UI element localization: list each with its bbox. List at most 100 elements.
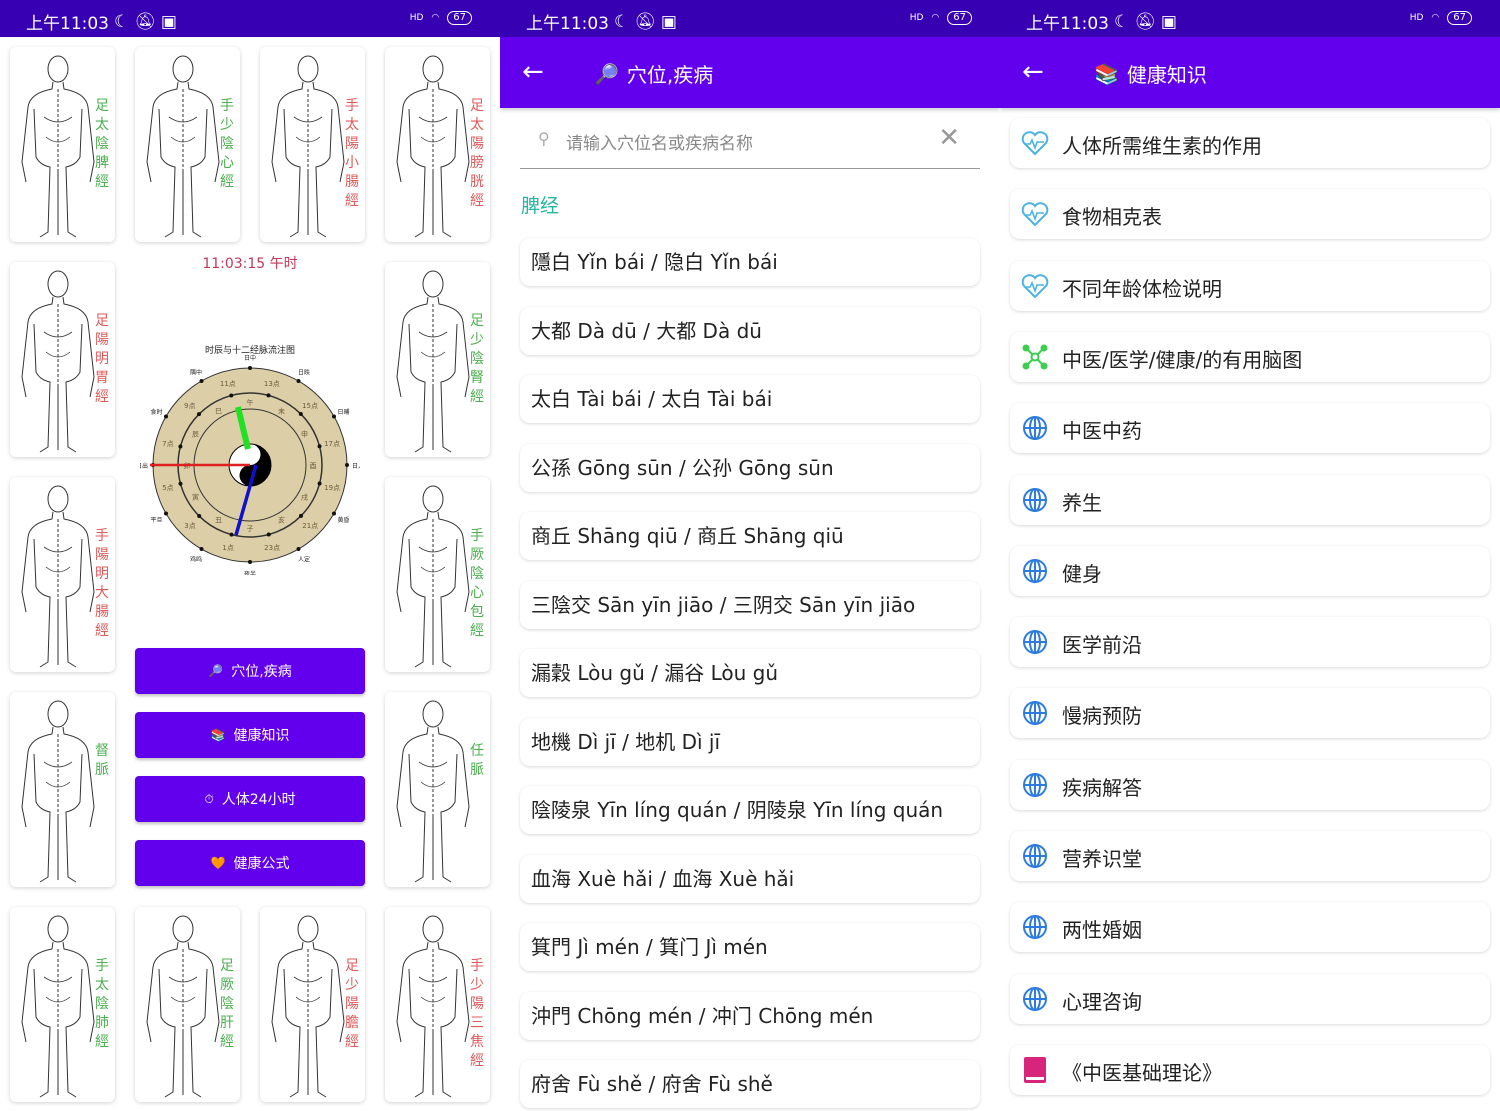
meridian-card[interactable]: 任脈 xyxy=(385,692,490,887)
knowledge-list-item[interactable]: 人体所需维生素的作用 xyxy=(1010,118,1490,168)
book-icon xyxy=(1020,1056,1050,1084)
clock-outer-label: 夜半 xyxy=(244,570,256,575)
clock-hour-label: 5点 xyxy=(162,484,173,492)
wifi-icon: ◠ xyxy=(431,13,440,23)
current-time: 11:03:15 午时 xyxy=(202,256,298,272)
meridian-label: 手少陽三焦經 xyxy=(470,958,484,1069)
meridian-card[interactable]: 手少陰心經 xyxy=(135,47,240,242)
meridian-card[interactable]: 手太陽小腸經 xyxy=(260,47,365,242)
acupoint-list-item[interactable]: 公孫 Gōng sūn / 公孙 Gōng sūn xyxy=(520,443,980,492)
acupoint-list-item[interactable]: 三陰交 Sān yīn jiāo / 三阴交 Sān yīn jiāo xyxy=(520,580,980,629)
meridian-card[interactable]: 手太陰肺經 xyxy=(10,907,115,1102)
meridian-card[interactable]: 足陽明胃經 xyxy=(10,262,115,457)
knowledge-list-item[interactable]: 心理咨询 xyxy=(1010,973,1490,1024)
clear-icon[interactable]: ✕ xyxy=(938,123,960,153)
knowledge-list-item[interactable]: 中医中药 xyxy=(1010,403,1490,454)
clock-dot xyxy=(299,513,304,518)
clock-outer-label: 隅中 xyxy=(190,368,202,376)
app-bar: ← 📚 健康知识 xyxy=(1000,37,1500,108)
knowledge-item-label: 健身 xyxy=(1062,561,1102,586)
acupoint-list-item[interactable]: 商丘 Shāng qiū / 商丘 Shāng qiū xyxy=(520,512,980,560)
battery-icon: 67 xyxy=(447,11,472,25)
meridian-label: 任脈 xyxy=(470,743,484,778)
status-time: 上午11:03 xyxy=(526,14,609,34)
clock-hour-label: 1点 xyxy=(222,544,233,552)
clock-dot xyxy=(163,414,168,419)
meridian-card[interactable]: 手陽明大腸經 xyxy=(10,477,115,672)
mute-icon: 🔕︎ xyxy=(1134,11,1156,32)
clock-dot xyxy=(298,411,303,416)
acupoint-list-item[interactable]: 太白 Tài bái / 太白 Tài bái xyxy=(520,375,980,423)
books-icon: 📚 xyxy=(1094,61,1119,86)
acupoint-list-item[interactable]: 陰陵泉 Yīn líng quán / 阴陵泉 Yīn líng quán xyxy=(520,786,980,834)
knowledge-list-item[interactable]: 《中医基础理论》 xyxy=(1010,1044,1490,1095)
knowledge-list-item[interactable]: 养生 xyxy=(1010,474,1490,525)
knowledge-item-label: 食物相克表 xyxy=(1062,205,1162,230)
meridian-card[interactable]: 手厥陰心包經 xyxy=(385,477,490,672)
acupoint-list-item[interactable]: 地機 Dì jī / 地机 Dì jī xyxy=(520,717,980,766)
clock-dot xyxy=(229,532,234,537)
clock-dot xyxy=(196,412,201,417)
heartbeat-icon xyxy=(1020,129,1050,157)
meridian-card[interactable]: 足太陽膀胱經 xyxy=(385,47,490,242)
knowledge-item-label: 中医/医学/健康/的有用脑图 xyxy=(1062,347,1303,372)
meridian-card[interactable]: 手少陽三焦經 xyxy=(385,907,490,1102)
home-button-3[interactable]: ⏱ 人体24小时 xyxy=(135,776,365,822)
home-button-2[interactable]: 📚 健康知识 xyxy=(135,712,365,758)
clock-outer-label: 鸡鸣 xyxy=(190,556,202,564)
meridian-label: 手陽明大腸經 xyxy=(95,528,109,639)
home-button-1[interactable]: 🔎 穴位,疾病 xyxy=(135,648,365,694)
books-icon: 📚 xyxy=(210,728,226,742)
acupoint-list-item[interactable]: 漏穀 Lòu gǔ / 漏谷 Lòu gǔ xyxy=(520,649,980,697)
signal-icon: HD xyxy=(1409,13,1424,23)
clock-branch-label: 丑 xyxy=(215,517,222,525)
clock-branch-label: 未 xyxy=(278,406,285,415)
clock-dot xyxy=(199,547,204,552)
button-label: 穴位,疾病 xyxy=(231,664,292,680)
meridian-label: 足少陰腎經 xyxy=(470,313,484,405)
knowledge-item-label: 慢病预防 xyxy=(1062,704,1142,729)
acupoint-list-item[interactable]: 隱白 Yǐn bái / 隐白 Yǐn bái xyxy=(520,238,980,286)
clock-hand-green xyxy=(235,406,251,450)
back-arrow-icon[interactable]: ← xyxy=(1022,57,1044,87)
button-label: 人体24小时 xyxy=(221,792,296,808)
meridian-card[interactable]: 足太陰脾經 xyxy=(10,47,115,242)
acupoint-list-item[interactable]: 箕門 Jì mén / 箕门 Jì mén xyxy=(520,923,980,971)
meridian-card[interactable]: 督脈 xyxy=(10,692,115,887)
meridian-card[interactable]: 足少陰腎經 xyxy=(385,262,490,457)
knowledge-list-item[interactable]: 健身 xyxy=(1010,545,1490,596)
nfc-icon: ▣ xyxy=(1160,11,1177,32)
globe-icon xyxy=(1020,985,1050,1013)
clock-hour-label: 15点 xyxy=(302,402,318,410)
clock-dot xyxy=(178,444,183,449)
clock-outer-label: 人定 xyxy=(298,556,310,564)
knowledge-list-item[interactable]: 食物相克表 xyxy=(1010,189,1490,240)
heartbeat-icon xyxy=(1020,272,1050,300)
knowledge-list-item[interactable]: 中医/医学/健康/的有用脑图 xyxy=(1010,331,1490,382)
home-button-4[interactable]: 🧡 健康公式 xyxy=(135,840,365,886)
meridian-card[interactable]: 足厥陰肝經 xyxy=(135,907,240,1102)
moon-icon: ☾ xyxy=(114,11,130,32)
knowledge-list-item[interactable]: 不同年龄体检说明 xyxy=(1010,260,1490,311)
clock-outer-label: 黄昏 xyxy=(338,516,350,524)
knowledge-list-item[interactable]: 医学前沿 xyxy=(1010,617,1490,668)
meridian-card[interactable]: 足少陽膽經 xyxy=(260,907,365,1102)
knowledge-list-item[interactable]: 营养识堂 xyxy=(1010,831,1490,881)
status-time: 上午11:03 xyxy=(1026,14,1109,34)
acupoint-list-item[interactable]: 府舍 Fù shě / 府舍 Fù shě xyxy=(520,1060,980,1108)
knowledge-list-item[interactable]: 两性婚姻 xyxy=(1010,902,1490,953)
clock-dot xyxy=(317,444,322,449)
knowledge-item-label: 《中医基础理论》 xyxy=(1062,1060,1222,1085)
acupoint-list-item[interactable]: 沖門 Chōng mén / 冲门 Chōng mén xyxy=(520,991,980,1040)
search-input[interactable]: ⚲ 请输入穴位名或疾病名称 ✕ xyxy=(520,115,980,169)
knowledge-list-item[interactable]: 慢病预防 xyxy=(1010,688,1490,739)
clock-dot xyxy=(197,514,202,519)
knowledge-list-item[interactable]: 疾病解答 xyxy=(1010,759,1490,810)
acupoint-list-item[interactable]: 大都 Dà dū / 大都 Dà dū xyxy=(520,306,980,355)
magnifier-icon: 🔎 xyxy=(208,664,224,678)
clock-hour-label: 11点 xyxy=(220,380,236,388)
acupoint-list-item[interactable]: 血海 Xuè hǎi / 血海 Xuè hǎi xyxy=(520,854,980,903)
clock-dot xyxy=(332,414,337,419)
back-arrow-icon[interactable]: ← xyxy=(522,57,544,87)
mute-icon: 🔕︎ xyxy=(634,11,656,32)
